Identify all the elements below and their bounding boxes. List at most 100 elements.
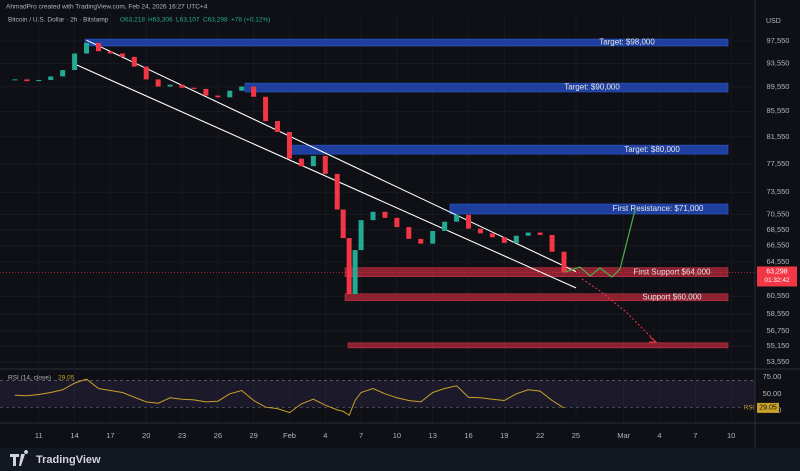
x-tick-label: 13 xyxy=(429,431,437,440)
x-tick-label: 7 xyxy=(693,431,697,440)
quote-low: L63,107 xyxy=(176,17,200,24)
candle xyxy=(322,155,328,174)
candle xyxy=(501,237,507,243)
zone-label: Target: $98,000 xyxy=(599,38,655,47)
y-tick-label: 64,550 xyxy=(767,257,790,266)
quote-close: C63,298 xyxy=(203,17,228,24)
candle xyxy=(203,88,209,96)
y-tick-label: 89,550 xyxy=(767,82,790,91)
footer-bar xyxy=(0,448,800,471)
y-tick-label: 81,550 xyxy=(767,132,790,141)
x-tick-label: 29 xyxy=(249,431,257,440)
candle xyxy=(84,42,90,54)
y-tick-label: 55,150 xyxy=(767,341,790,350)
trendline xyxy=(74,63,577,289)
candle xyxy=(251,86,257,97)
zone xyxy=(449,203,729,215)
candle xyxy=(489,233,495,238)
x-tick-label: 17 xyxy=(106,431,114,440)
currency: USD xyxy=(766,18,781,25)
last-price-label: 63,298 xyxy=(766,268,788,275)
rsi-current-label: 29.05 xyxy=(759,405,777,412)
x-tick-label: 20 xyxy=(142,431,150,440)
arrowhead xyxy=(649,336,658,343)
candle xyxy=(352,250,358,295)
y-tick-label: 60,550 xyxy=(767,291,790,300)
rsi-tick-label: 50.00 xyxy=(763,389,782,398)
candle xyxy=(60,70,66,77)
zones: Target: $98,000 Target: $90,000 Target: $8… xyxy=(84,38,729,349)
x-tick-label: 19 xyxy=(500,431,508,440)
rsi-band xyxy=(0,380,755,408)
symbol: Bitcoin / U.S. Dollar · 2h · Bitstamp xyxy=(8,17,109,24)
candle xyxy=(418,238,424,244)
candle xyxy=(466,214,472,229)
candle xyxy=(131,56,137,67)
candle xyxy=(549,234,555,252)
candle xyxy=(155,79,161,87)
candle xyxy=(36,79,42,82)
candle xyxy=(477,228,483,234)
candle xyxy=(513,235,519,243)
candle xyxy=(119,53,125,57)
rsi-title: RSI (14, close) xyxy=(8,375,51,382)
candle xyxy=(215,95,221,98)
x-tick-label: 4 xyxy=(323,431,327,440)
rsi-prefix: RSI xyxy=(744,405,754,411)
zone xyxy=(347,342,729,349)
candle xyxy=(263,96,269,122)
candle xyxy=(346,238,352,295)
candle xyxy=(358,220,364,251)
credit: AhmadPro created with TradingView.com, F… xyxy=(6,4,208,11)
x-tick-label: 25 xyxy=(572,431,580,440)
candle xyxy=(286,131,292,159)
candle xyxy=(48,76,54,80)
last-price-box xyxy=(757,266,797,287)
candle xyxy=(442,221,448,231)
zone-label: First Support $64,000 xyxy=(634,267,711,276)
rsi-current-box xyxy=(757,402,779,413)
candle xyxy=(561,251,567,273)
x-tick-label: 11 xyxy=(35,431,43,440)
candle xyxy=(310,155,316,167)
candle xyxy=(382,211,388,218)
zone xyxy=(344,293,729,302)
y-tick-label: 93,550 xyxy=(767,58,790,67)
brand: TradingView xyxy=(36,454,101,466)
y-tick-label: 56,750 xyxy=(767,326,790,335)
y-tick-label: 66,550 xyxy=(767,241,790,250)
quote-open: O63,218 xyxy=(120,17,145,24)
candle xyxy=(191,87,197,89)
x-tick-label: 14 xyxy=(70,431,78,440)
y-tick-label: 85,550 xyxy=(767,106,790,115)
candle xyxy=(430,230,436,244)
quote-high: H63,306 xyxy=(148,17,173,24)
y-tick-label: 73,550 xyxy=(767,187,790,196)
candle xyxy=(95,42,101,52)
candle xyxy=(340,209,346,239)
marks xyxy=(12,39,577,295)
rsi-current: 29.05 xyxy=(58,375,75,382)
x-tick-label: 23 xyxy=(178,431,186,440)
x-tick-label: 26 xyxy=(214,431,222,440)
y-tick-label: 53,550 xyxy=(767,357,790,366)
y-tick-label: 97,550 xyxy=(767,36,790,45)
rsi-line xyxy=(14,378,565,417)
x-tick-label: Mar xyxy=(617,431,630,440)
candle xyxy=(107,51,113,54)
candle xyxy=(12,79,18,81)
candle xyxy=(143,66,149,80)
candle xyxy=(454,214,460,222)
candle xyxy=(275,121,281,132)
candle xyxy=(525,232,531,236)
candle xyxy=(24,79,30,82)
candle xyxy=(72,53,78,71)
candle xyxy=(370,211,376,221)
candle xyxy=(167,84,173,87)
trendline xyxy=(86,39,577,273)
candle xyxy=(394,217,400,228)
rsi-tick-label: 75.00 xyxy=(763,372,782,381)
countdown: 01:32:42 xyxy=(764,277,790,284)
